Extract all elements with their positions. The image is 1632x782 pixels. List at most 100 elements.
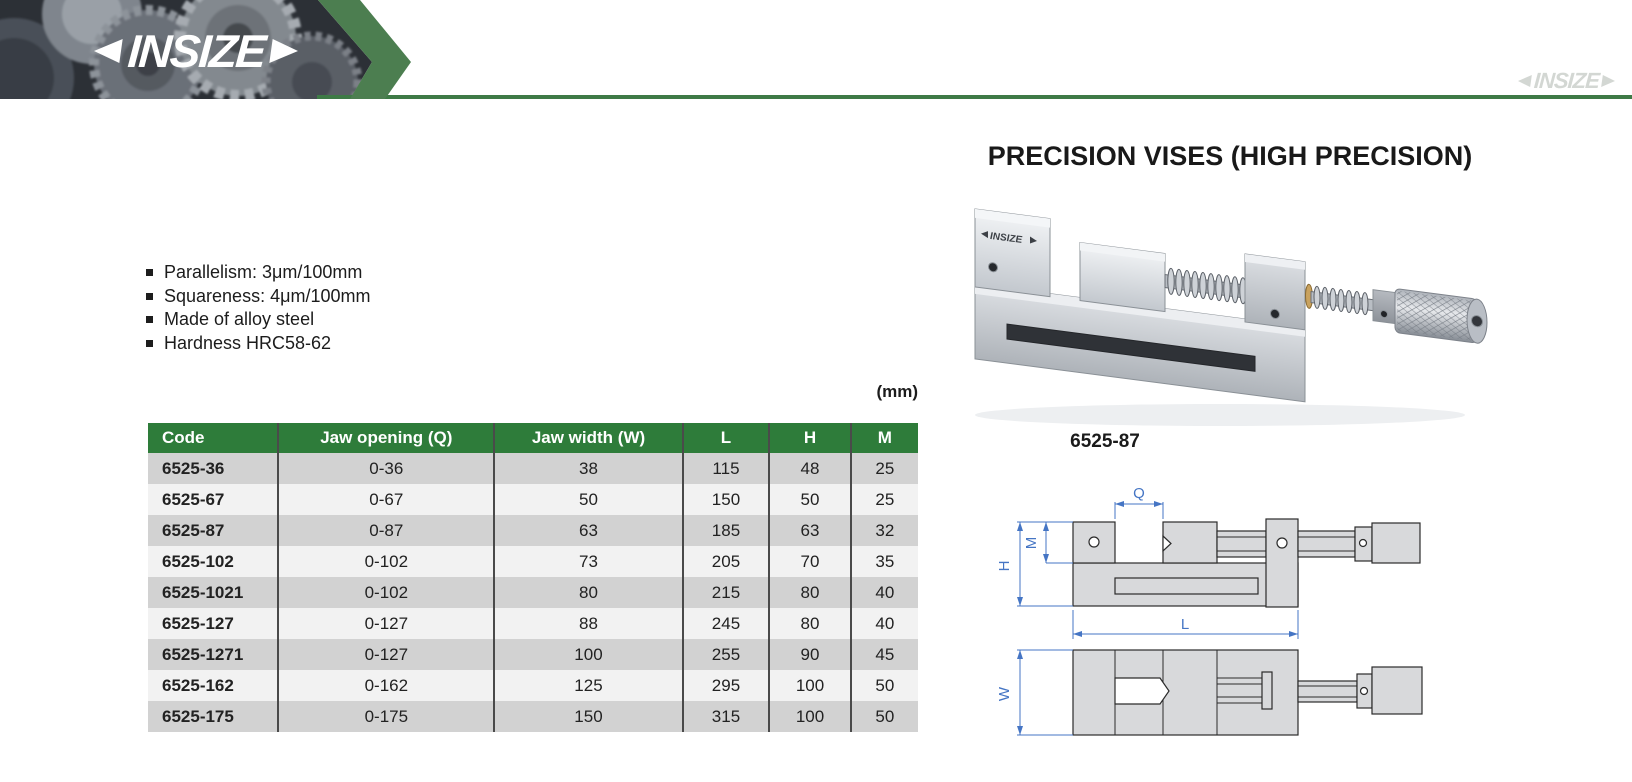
table-cell: 150 — [493, 701, 683, 732]
dim-label-l: L — [1181, 616, 1189, 633]
topview-hole — [1359, 686, 1369, 696]
feature-text: Parallelism: 3μm/100mm — [164, 262, 363, 283]
table-row: 6525-102 0-102 73 205 70 35 — [148, 546, 918, 577]
product-caption: 6525-87 — [1070, 431, 1140, 452]
feature-item: Parallelism: 3μm/100mm — [146, 261, 566, 285]
product-photo: INSIZE — [974, 208, 1488, 426]
code-cell: 6525-67 — [162, 489, 225, 509]
units-label: (mm) — [876, 382, 918, 401]
table-row: 6525-1021 0-102 80 215 80 40 — [148, 577, 918, 608]
table-cell: 315 — [681, 701, 770, 732]
table-header-cell: M — [849, 423, 918, 453]
table-cell: 185 — [681, 515, 770, 546]
header-rule — [317, 95, 1632, 99]
topview-nut-plate — [1261, 671, 1273, 710]
code-cell: 6525-87 — [162, 520, 225, 540]
jaw-hole — [988, 262, 998, 273]
page-header: INSIZE INSIZE — [0, 0, 1632, 99]
table-cell: 0-102 — [277, 577, 495, 608]
table-row: 6525-175 0-175 150 315 100 50 — [148, 701, 918, 732]
table-header-cell: L — [681, 423, 770, 453]
square-bullet-icon — [146, 339, 153, 347]
table-cell: 35 — [849, 546, 918, 577]
table-cell: 25 — [849, 453, 918, 484]
feature-item: Squareness: 4μm/100mm — [146, 285, 566, 309]
table-cell: 215 — [681, 577, 770, 608]
brand-logo-text: INSIZE — [126, 25, 267, 77]
feature-item: Made of alloy steel — [146, 308, 566, 332]
table-cell: 245 — [681, 608, 770, 639]
table-header-cell: Code — [148, 423, 279, 453]
top-view-drawing: W — [996, 649, 1423, 736]
table-cell: 100 — [493, 639, 683, 670]
code-cell: 6525-175 — [162, 706, 234, 726]
spec-table-head: Code Jaw opening (Q) Jaw width (W) L H M — [148, 423, 918, 453]
table-cell: 0-162 — [277, 670, 495, 701]
header-art — [0, 0, 1632, 99]
square-bullet-icon — [146, 316, 153, 324]
brand-watermark: INSIZE — [1517, 68, 1616, 93]
feature-item: Hardness HRC58-62 — [146, 332, 566, 356]
table-cell: 205 — [681, 546, 770, 577]
photo-shadow — [975, 404, 1465, 426]
topview-jaw-cut — [1114, 677, 1170, 705]
connector-hole — [1380, 310, 1388, 319]
spec-table-body: 6525-36 0-36 38 115 48 25 6525-67 0-67 50 150 50 25… — [148, 453, 918, 732]
square-bullet-icon — [146, 269, 153, 277]
table-cell: 50 — [849, 701, 918, 732]
table-cell: 80 — [768, 608, 851, 639]
page-title: PRECISION VISES (HIGH PRECISION) — [987, 141, 1473, 171]
code-cell: 6525-162 — [162, 675, 234, 695]
drawing-handle — [1371, 522, 1421, 564]
table-cell: 0-175 — [277, 701, 495, 732]
vise-body: INSIZE — [974, 208, 1488, 403]
table-cell: 0-127 — [277, 639, 495, 670]
table-row: 6525-87 0-87 63 185 63 32 — [148, 515, 918, 546]
drawing-shaft — [1297, 530, 1356, 558]
table-cell: 32 — [849, 515, 918, 546]
table-cell: 125 — [493, 670, 683, 701]
table-cell: 50 — [493, 484, 683, 515]
table-header-row: Code Jaw opening (Q) Jaw width (W) L H M — [148, 423, 918, 453]
table-cell: 150 — [681, 484, 770, 515]
table-cell: 100 — [768, 701, 851, 732]
base-slot — [1114, 577, 1259, 595]
table-cell: 45 — [849, 639, 918, 670]
side-view-drawing: Q M H L — [996, 485, 1421, 639]
table-cell: 0-36 — [277, 453, 495, 484]
table-cell: 295 — [681, 670, 770, 701]
watermark-right-arrow-icon — [1601, 75, 1616, 87]
topview-handle — [1371, 666, 1423, 715]
table-cell: 73 — [493, 546, 683, 577]
machinery-photo — [0, 0, 372, 99]
drawing-rails — [1216, 530, 1267, 558]
table-header-cell: H — [768, 423, 851, 453]
table-row: 6525-162 0-162 125 295 100 50 — [148, 670, 918, 701]
drawing-base — [1072, 562, 1299, 607]
table-cell: 90 — [768, 639, 851, 670]
table-row: 6525-67 0-67 50 150 50 25 — [148, 484, 918, 515]
table-header-cell: Jaw opening (Q) — [277, 423, 495, 453]
left-arrow-icon — [92, 39, 123, 63]
drawing-movable-jaw — [1162, 521, 1218, 564]
table-cell: 63 — [493, 515, 683, 546]
knurled-handle — [1394, 288, 1488, 344]
table-cell: 100 — [768, 670, 851, 701]
topview-shaft — [1297, 680, 1358, 703]
features-list: Parallelism: 3μm/100mm Squareness: 4μm/10… — [146, 261, 566, 355]
vise-engraving: INSIZE — [981, 231, 1037, 246]
drawing-hole-connector — [1358, 538, 1368, 548]
table-cell: 0-67 — [277, 484, 495, 515]
table-cell: 63 — [768, 515, 851, 546]
table-cell: 25 — [849, 484, 918, 515]
spec-table: Code Jaw opening (Q) Jaw width (W) L H M 6525… — [148, 423, 918, 732]
feature-text: Made of alloy steel — [164, 309, 315, 330]
table-cell: 0-87 — [277, 515, 495, 546]
feature-text: Hardness HRC58-62 — [164, 332, 332, 353]
drawing-hole-left — [1088, 536, 1100, 548]
dim-label-h: H — [996, 561, 1013, 572]
brand-chevron — [318, 0, 411, 99]
feature-text: Squareness: 4μm/100mm — [164, 285, 371, 306]
table-cell: 70 — [768, 546, 851, 577]
